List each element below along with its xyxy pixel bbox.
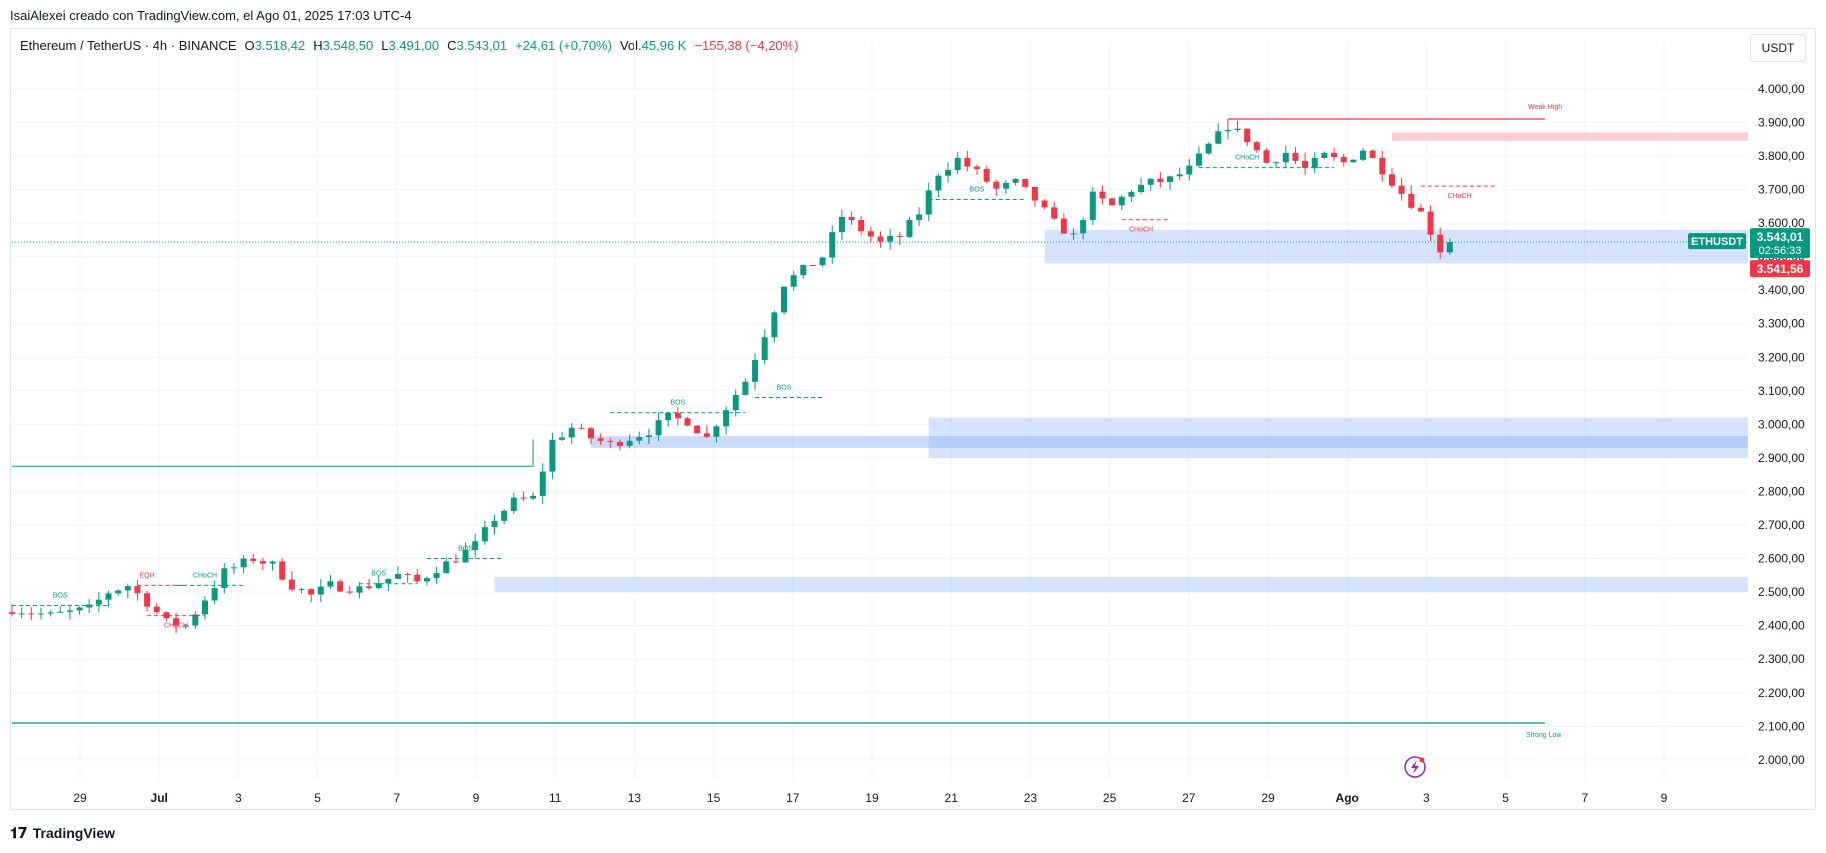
high-value: 3.548,50 [322, 38, 374, 53]
symbol-legend: Ethereum / TetherUS · 4h · BINANCE O 3.5… [20, 38, 807, 53]
chart-frame [10, 28, 1816, 810]
close-value: 3.543,01 [456, 38, 508, 53]
volume-value: 45,96 K [641, 38, 687, 53]
symbol-title[interactable]: Ethereum / TetherUS · 4h · BINANCE [20, 38, 237, 53]
change-value: +24,61 (+0,70%) [515, 38, 612, 53]
tradingview-logo-icon: 𝟏7 [10, 824, 28, 842]
chart-credit: IsaiAlexei creado con TradingView.com, e… [10, 8, 412, 23]
low-value: 3.491,00 [388, 38, 440, 53]
open-label: O [244, 38, 255, 53]
brand-name: TradingView [32, 825, 115, 841]
tradingview-logo[interactable]: 𝟏7 TradingView [10, 824, 115, 842]
open-value: 3.518,42 [254, 38, 306, 53]
currency-button[interactable]: USDT [1750, 34, 1806, 62]
high-label: H [313, 38, 323, 53]
volume-change: −155,38 (−4,20%) [694, 38, 799, 53]
volume-label: Vol. [619, 38, 642, 53]
low-label: L [381, 38, 389, 53]
close-label: C [447, 38, 457, 53]
